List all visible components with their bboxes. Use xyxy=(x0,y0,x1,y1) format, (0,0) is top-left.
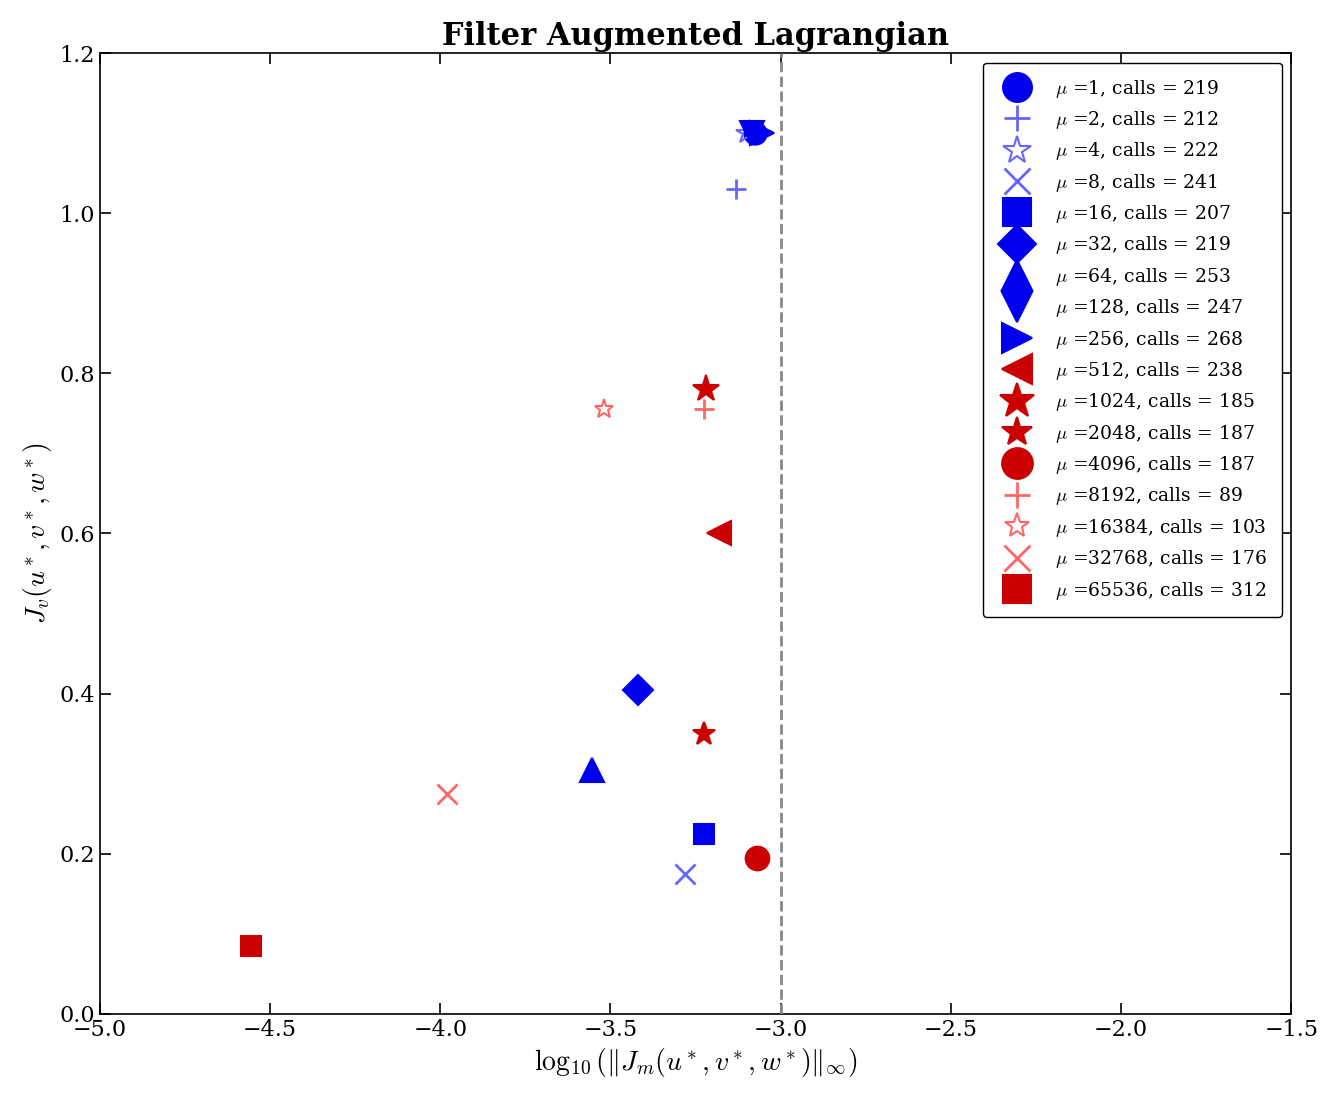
Title: Filter Augmented Lagrangian: Filter Augmented Lagrangian xyxy=(442,21,949,52)
Y-axis label: $J_v(u^*, v^*, w^*)$: $J_v(u^*, v^*, w^*)$ xyxy=(21,442,54,625)
X-axis label: $\log_{10}(\|J_m(u^*, v^*, w^*)\|_\infty)$: $\log_{10}(\|J_m(u^*, v^*, w^*)\|_\infty… xyxy=(534,1046,857,1079)
Legend: $\mu$ =1, calls = 219, $\mu$ =2, calls = 212, $\mu$ =4, calls = 222, $\mu$ =8, c: $\mu$ =1, calls = 219, $\mu$ =2, calls =… xyxy=(983,63,1281,616)
